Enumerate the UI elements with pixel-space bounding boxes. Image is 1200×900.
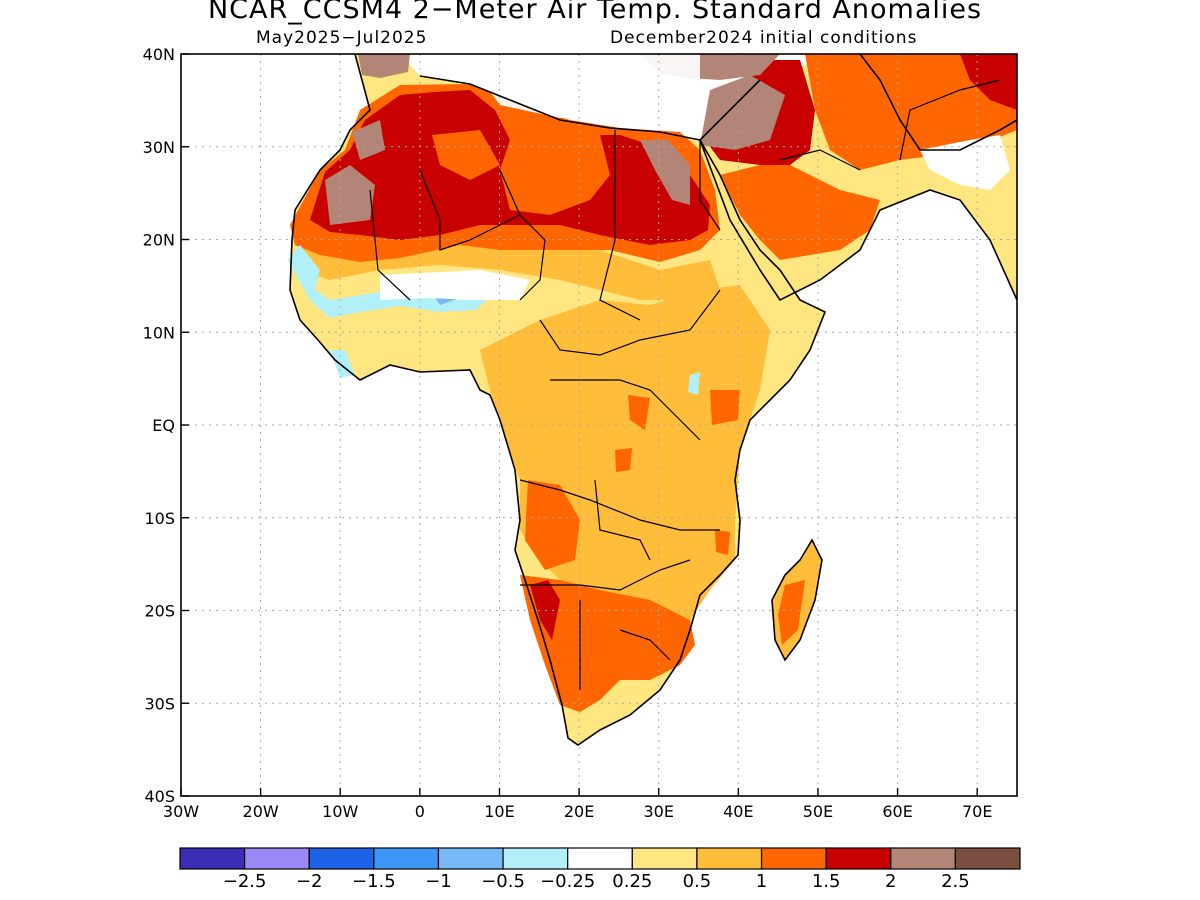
lon-tick-label: 40E [723, 802, 753, 821]
lon-tick-label: 70E [962, 802, 992, 821]
lat-tick-label: 20S [144, 602, 175, 621]
lon-tick-label: 20W [243, 802, 279, 821]
lat-tick-label: 10S [144, 509, 175, 528]
country-borders [369, 79, 1001, 690]
colorbar-swatch [631, 847, 698, 870]
colorbar-label: −2.5 [223, 871, 267, 892]
axis-ticks: 30W 20W 10W 0 10E 20E 30E 40E 50E 60E 70E 40N 30N 20N… [143, 45, 993, 821]
map-area [181, 54, 1017, 796]
colorbar-label: 0.25 [612, 871, 652, 892]
lat-tick-label: 40N [143, 45, 175, 64]
colorbar-swatch [179, 847, 246, 870]
lat-tick-label: 30N [143, 138, 175, 157]
colorbar-swatch [760, 847, 827, 870]
colorbar: −2.5 −2 −1.5 −1 −0.5 −0.25 0.25 0.5 1 1.5 2 2.5 [179, 847, 1021, 892]
colorbar-label: 1 [756, 871, 767, 892]
colorbar-label: −1.5 [352, 871, 396, 892]
colorbar-label: 1.5 [812, 871, 841, 892]
colorbar-swatch [696, 847, 763, 870]
colorbar-label: −0.25 [540, 871, 595, 892]
colorbar-swatch [244, 847, 310, 870]
colorbar-label: −0.5 [481, 871, 525, 892]
lon-tick-label: 20E [564, 802, 594, 821]
lon-tick-label: 30E [643, 802, 673, 821]
colorbar-label: 0.5 [683, 871, 712, 892]
lon-tick-label: 50E [803, 802, 833, 821]
initial-conditions: December2024 initial conditions [610, 28, 918, 48]
lat-tick-label: 30S [144, 694, 175, 713]
lon-tick-label: 10E [484, 802, 514, 821]
colorbar-label: 2 [885, 871, 896, 892]
forecast-period: May2025−Jul2025 [256, 28, 428, 48]
colorbar-swatch [437, 847, 504, 870]
colorbar-label: −2 [296, 871, 323, 892]
lon-tick-label: 30W [163, 802, 199, 821]
colorbar-swatch [502, 847, 569, 870]
graticule [181, 54, 1017, 796]
colorbar-swatch [825, 847, 892, 870]
colorbar-swatch [308, 847, 375, 870]
colorbar-swatch [954, 847, 1021, 870]
lat-tick-label: 20N [143, 231, 175, 250]
southern-africa-anomaly [520, 575, 695, 712]
colorbar-swatch [567, 847, 633, 870]
colorbar-label: 2.5 [941, 871, 970, 892]
lon-tick-label: 60E [882, 802, 912, 821]
lat-tick-label: 40S [144, 787, 175, 806]
sahara-hot-anomaly [310, 90, 710, 245]
colorbar-swatch [890, 847, 956, 870]
coastline [289, 53, 1018, 746]
lat-tick-label: EQ [152, 416, 175, 435]
map-title: NCAR_CCSM4 2−Meter Air Temp. Standard An… [207, 0, 983, 25]
lat-tick-label: 10N [143, 323, 175, 342]
colorbar-label: −1 [425, 871, 452, 892]
colorbar-swatch [373, 847, 440, 870]
lon-tick-label: 0 [415, 802, 425, 821]
lon-tick-label: 10W [322, 802, 358, 821]
